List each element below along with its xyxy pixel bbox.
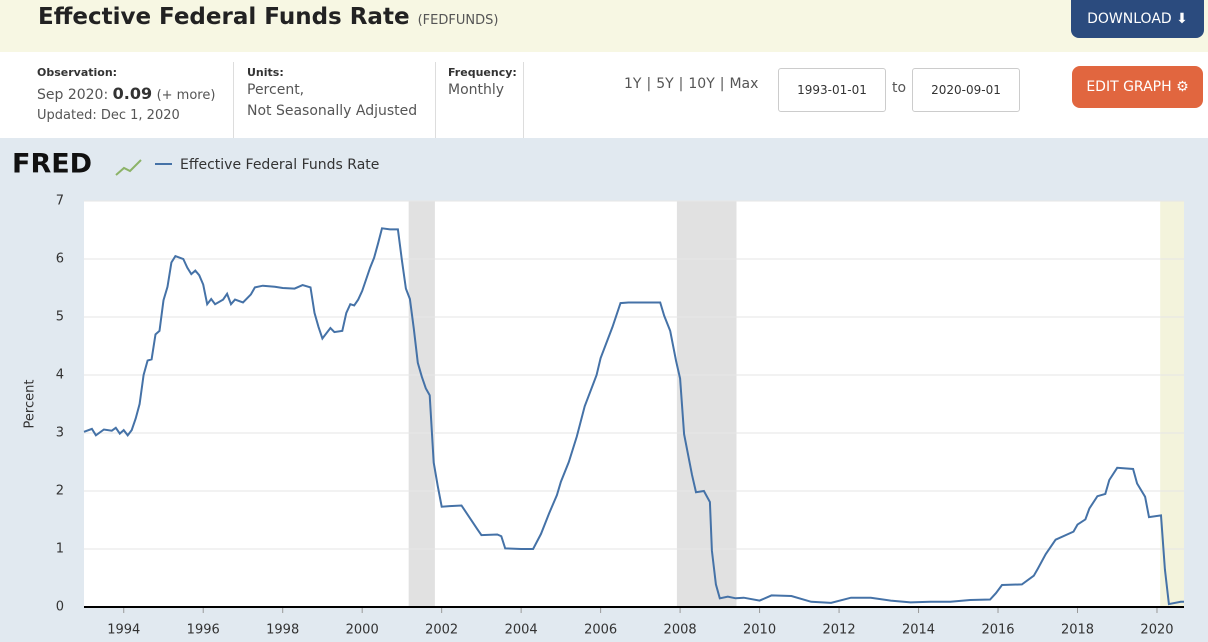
- y-tick-label: 0: [56, 600, 64, 615]
- units-line: Not Seasonally Adjusted: [247, 103, 418, 119]
- x-tick-label: 2014: [902, 623, 935, 638]
- x-tick-label: 2002: [425, 623, 458, 638]
- title: Effective Federal Funds Rate (FEDFUNDS): [38, 4, 498, 30]
- chart: FRED Percent 0 1 2 3 4 5 6 7 1994 1996 1998 2000 200…: [0, 138, 1208, 642]
- edit-label: EDIT GRAPH: [1086, 79, 1172, 95]
- y-tick-label: 1: [56, 542, 64, 557]
- x-tick-label: 2012: [823, 623, 856, 638]
- range-separator: |: [678, 76, 684, 92]
- y-tick-label: 7: [56, 194, 64, 209]
- observation-date: Sep 2020:: [37, 87, 109, 103]
- edit-graph-button[interactable]: EDIT GRAPH ⚙: [1072, 66, 1203, 108]
- header: Effective Federal Funds Rate (FEDFUNDS) …: [0, 0, 1208, 52]
- y-tick-label: 2: [56, 484, 64, 499]
- start-date[interactable]: 1993-01-01: [778, 68, 886, 112]
- x-tick-label: 2000: [346, 623, 379, 638]
- y-tick-label: 4: [56, 368, 64, 383]
- separator: [233, 62, 234, 138]
- info-bar: Observation: Sep 2020: 0.09 (+ more) Upd…: [0, 52, 1208, 138]
- range-button[interactable]: 5Y: [656, 76, 674, 92]
- more-link[interactable]: (+ more): [156, 88, 216, 103]
- title-text: Effective Federal Funds Rate: [38, 4, 410, 30]
- data-line: [83, 227, 1184, 606]
- separator: [523, 62, 524, 138]
- range-separator: |: [646, 76, 652, 92]
- legend-label: Effective Federal Funds Rate: [180, 157, 379, 173]
- x-tick-label: 2010: [743, 623, 776, 638]
- range-button[interactable]: 10Y: [688, 76, 715, 92]
- range-buttons: 1Y | 5Y | 10Y | Max: [624, 74, 758, 95]
- end-date[interactable]: 2020-09-01: [912, 68, 1020, 112]
- x-tick-label: 1994: [107, 623, 140, 638]
- y-tick-label: 6: [56, 252, 64, 267]
- download-button[interactable]: DOWNLOAD ⬇: [1071, 0, 1204, 38]
- range-button[interactable]: Max: [729, 76, 759, 92]
- frequency-label: Frequency:: [448, 66, 517, 79]
- x-tick-label: 1996: [187, 623, 220, 638]
- updated: Updated: Dec 1, 2020: [37, 108, 180, 123]
- logo-icon: [115, 159, 142, 176]
- units-line: Percent,: [247, 82, 305, 98]
- highlight-band: [1160, 201, 1184, 607]
- separator: [435, 62, 436, 138]
- observation: Sep 2020: 0.09 (+ more): [37, 83, 215, 106]
- x-tick-label: 2016: [981, 623, 1014, 638]
- units-label: Units:: [247, 66, 284, 79]
- x-tick-label: 2008: [664, 623, 697, 638]
- download-label: DOWNLOAD: [1087, 11, 1172, 27]
- x-tick-label: 1998: [266, 623, 299, 638]
- to-label: to: [892, 80, 907, 96]
- x-tick-label: 2006: [584, 623, 617, 638]
- observation-label: Observation:: [37, 66, 118, 79]
- x-tick-label: 2018: [1061, 623, 1094, 638]
- recession-band: [676, 201, 737, 607]
- y-tick-label: 3: [56, 426, 64, 441]
- frequency: Monthly: [448, 82, 505, 98]
- series-id: (FEDFUNDS): [417, 13, 499, 28]
- range-button[interactable]: 1Y: [624, 76, 642, 92]
- y-tick-label: 5: [56, 310, 64, 325]
- plot-area: [84, 201, 1184, 607]
- y-axis-label: Percent: [23, 380, 38, 429]
- x-tick-label: 2020: [1140, 623, 1173, 638]
- x-tick-label: 2004: [505, 623, 538, 638]
- fred-logo: FRED: [12, 149, 92, 180]
- range-separator: |: [719, 76, 725, 92]
- observation-value: 0.09: [112, 84, 153, 103]
